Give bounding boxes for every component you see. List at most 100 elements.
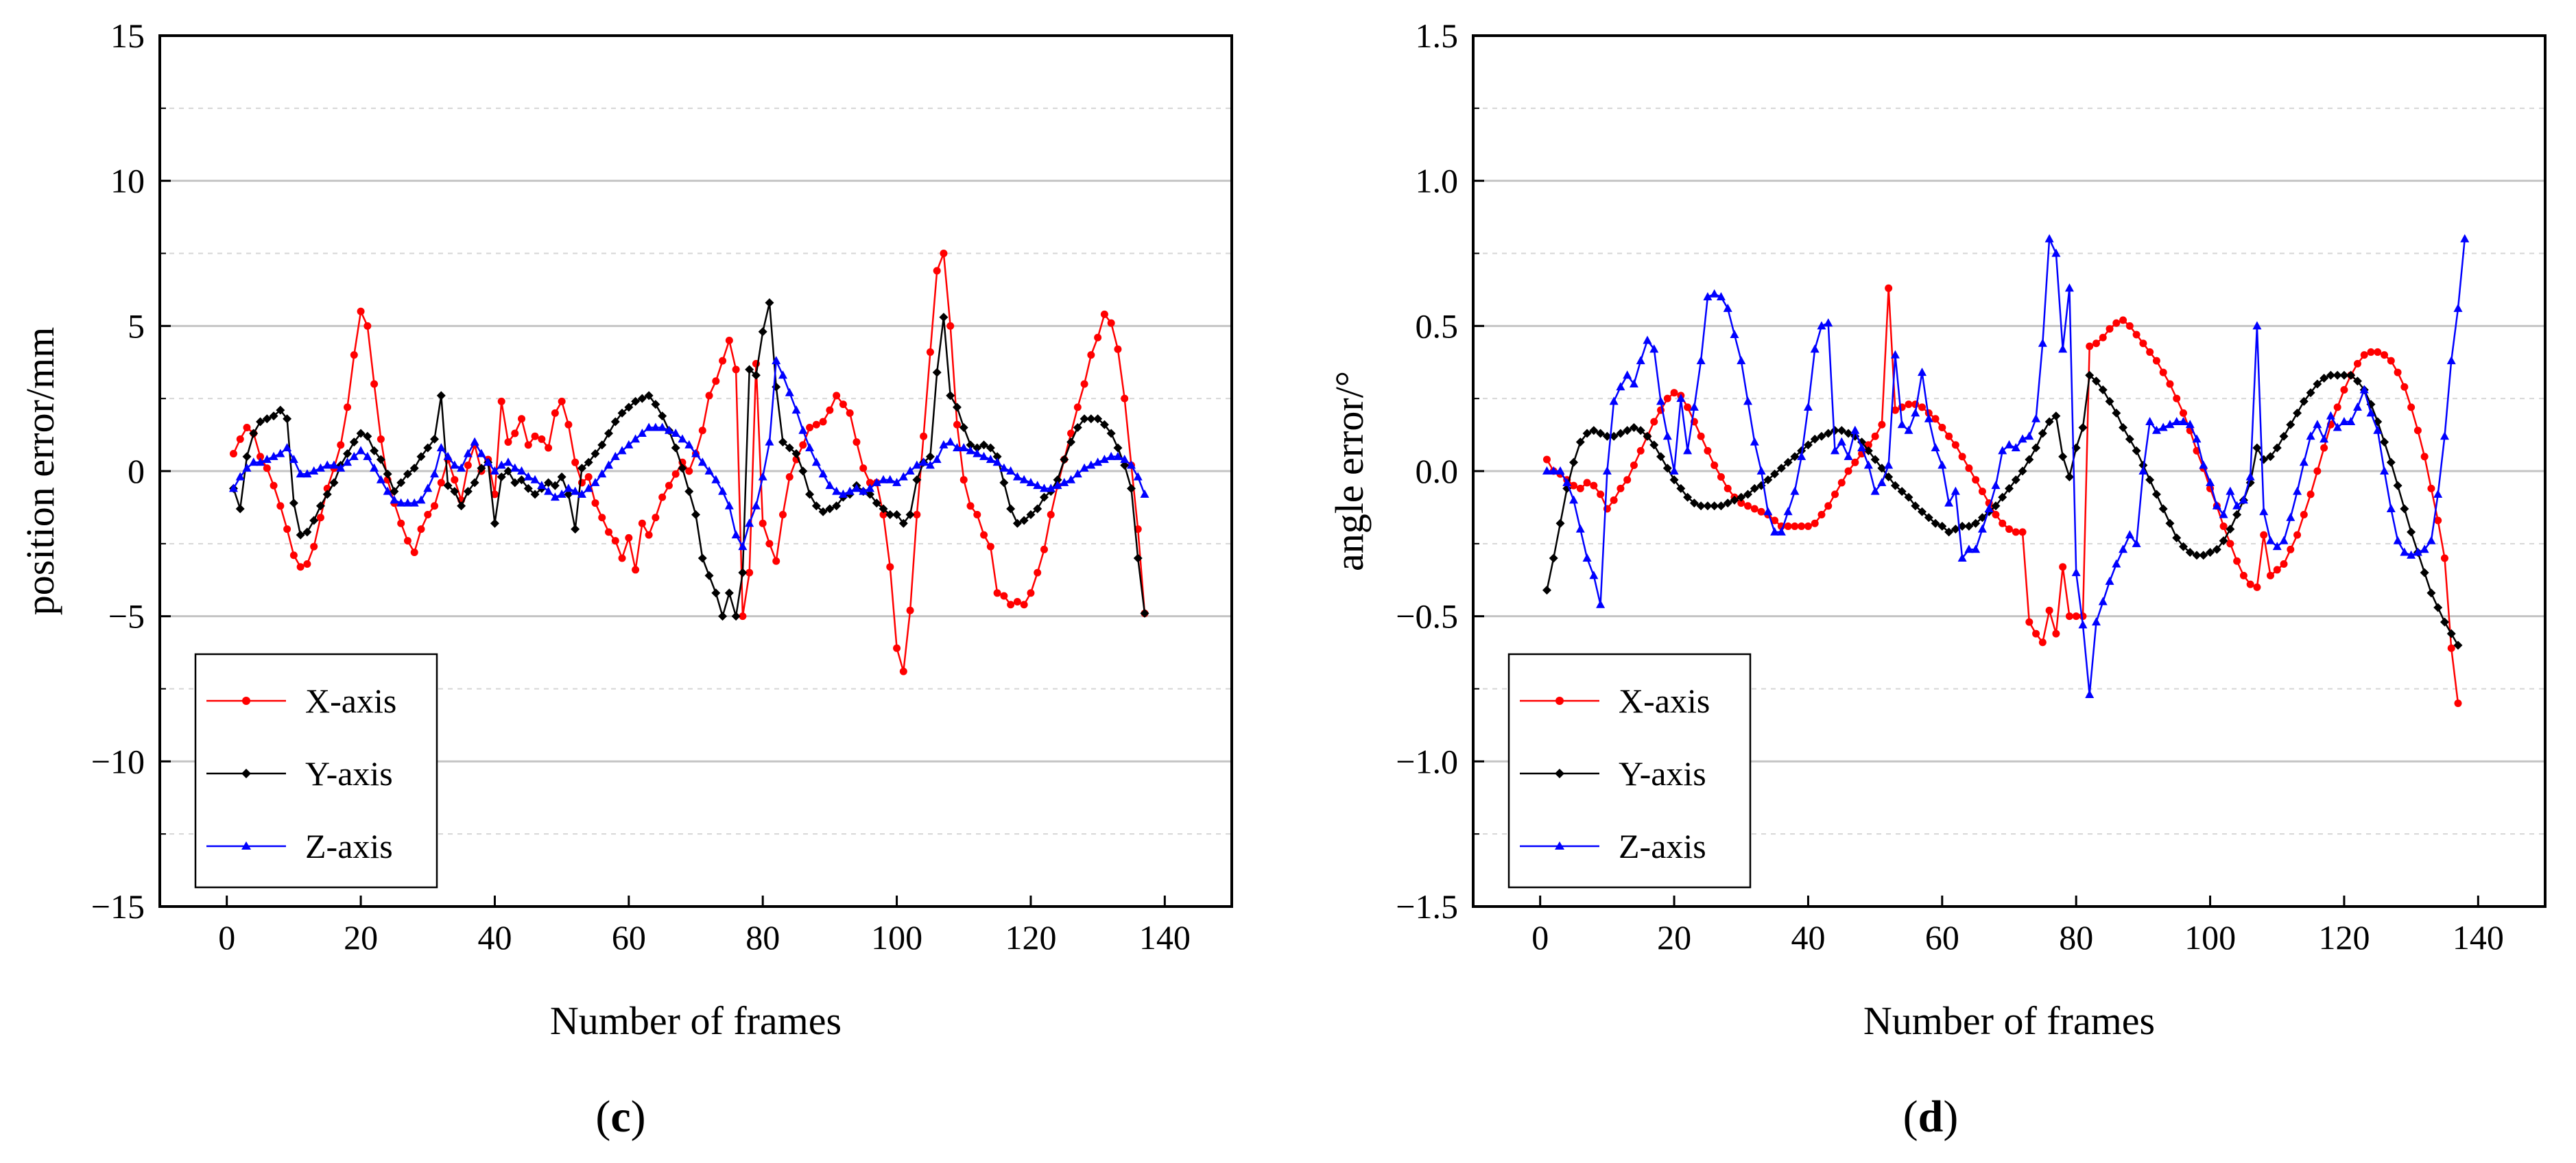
data-point [1549, 553, 1558, 563]
data-point [1750, 483, 1759, 493]
data-point [370, 446, 379, 455]
legend-swatch-marker [241, 841, 251, 850]
data-point [892, 510, 902, 519]
data-point [899, 667, 907, 675]
data-point [1971, 544, 1981, 553]
data-point [778, 370, 787, 379]
data-point [825, 504, 835, 514]
data-point [1039, 492, 1049, 502]
data-point [671, 443, 680, 453]
data-point [624, 403, 634, 412]
data-point [1824, 318, 1833, 327]
data-point [819, 418, 827, 426]
data-point [2313, 420, 2322, 429]
data-point [1649, 344, 1659, 353]
panel-paren-close: ) [1943, 1092, 1958, 1142]
data-point [852, 483, 861, 492]
data-point [1763, 507, 1773, 516]
data-point [818, 469, 828, 478]
data-point [296, 469, 305, 478]
data-point [678, 464, 687, 473]
data-point [309, 516, 319, 525]
data-point [2273, 566, 2281, 574]
data-point [403, 537, 412, 545]
data-point [2313, 379, 2322, 389]
data-point [1977, 524, 1987, 533]
data-point [416, 452, 426, 461]
x-tick-label: 40 [1791, 918, 1825, 957]
data-point [1743, 396, 1753, 405]
data-point [2293, 486, 2302, 495]
chart-panel-c: 0 20 40 60 80 100 120 140 −15 −10 −5 0 5 10 15 Number o… [18, 16, 1233, 1142]
data-point [898, 518, 908, 528]
data-point [2139, 339, 2147, 348]
y-tick-label: 5 [128, 307, 145, 345]
data-point [377, 435, 385, 443]
data-point [2427, 484, 2435, 492]
data-point [2360, 351, 2368, 359]
data-point [2319, 434, 2329, 443]
data-point [1590, 481, 1598, 490]
data-point [228, 483, 238, 492]
data-point [1007, 601, 1015, 609]
data-point [1113, 451, 1123, 460]
data-point [550, 492, 560, 501]
data-point [337, 441, 345, 449]
data-point [2192, 551, 2202, 560]
data-point [2119, 423, 2128, 432]
legend-label: X-axis [1619, 682, 1710, 720]
data-point [979, 440, 989, 450]
data-point [2453, 303, 2463, 312]
data-point [363, 431, 372, 441]
data-point [617, 446, 627, 455]
data-point [745, 365, 754, 374]
data-point [1737, 356, 1746, 365]
data-point [2159, 368, 2167, 376]
data-point [946, 391, 955, 400]
data-point [242, 452, 252, 461]
data-point [2091, 617, 2101, 626]
data-point [624, 440, 634, 448]
data-point [980, 531, 988, 539]
data-point [905, 510, 915, 519]
data-point [1837, 479, 1846, 487]
data-point [1817, 511, 1826, 518]
data-point [2098, 597, 2108, 606]
data-point [859, 486, 868, 495]
data-point [758, 472, 767, 481]
data-point [2446, 629, 2456, 638]
data-point [1589, 426, 1599, 435]
data-point [544, 486, 553, 495]
data-point [2031, 413, 2041, 422]
data-point [1817, 321, 1826, 330]
x-axis-label: Number of frames [1863, 998, 2155, 1043]
data-point [396, 498, 406, 507]
data-point [772, 356, 781, 365]
data-point [610, 451, 620, 460]
data-point [1945, 432, 1953, 440]
data-point [691, 448, 700, 457]
data-point [1863, 446, 1873, 455]
data-point [992, 457, 1002, 466]
data-point [1743, 490, 1753, 499]
data-point [2105, 576, 2114, 585]
data-point [2426, 536, 2436, 544]
data-point [905, 466, 915, 475]
data-point [698, 427, 706, 435]
data-point [256, 457, 265, 466]
data-point [2333, 403, 2341, 411]
data-point [1555, 466, 1565, 475]
data-point [249, 429, 259, 438]
data-point [898, 472, 908, 481]
data-point [644, 391, 654, 400]
data-point [2393, 481, 2402, 490]
data-point [798, 466, 808, 476]
data-point [952, 443, 962, 452]
data-point [417, 525, 425, 533]
data-point [2172, 533, 2182, 542]
data-point [296, 530, 305, 540]
data-point [2386, 504, 2396, 513]
data-point [1623, 370, 1632, 379]
data-point [611, 537, 619, 545]
data-point [236, 435, 244, 443]
